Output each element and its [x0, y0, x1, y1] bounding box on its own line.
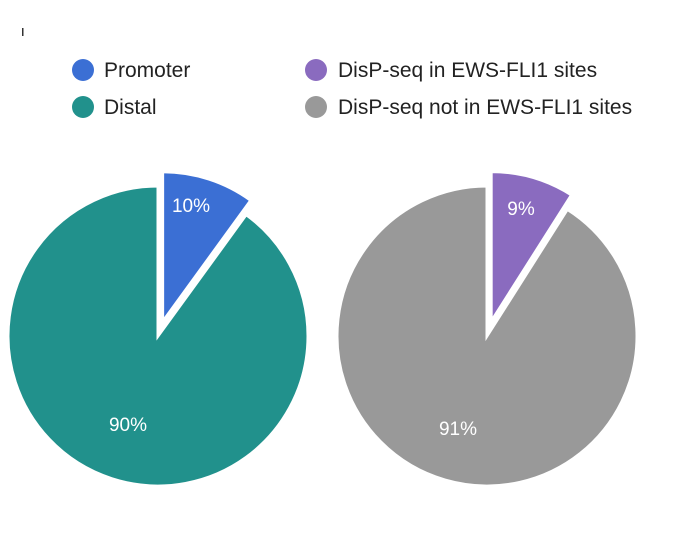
- legend-label-1-1: DisP-seq not in EWS-FLI1 sites: [338, 96, 632, 119]
- tick-mark: [22, 28, 24, 36]
- legend-label-0-0: Promoter: [104, 59, 190, 82]
- legend-label-1-0: DisP-seq in EWS-FLI1 sites: [338, 59, 597, 82]
- legend-label-0-1: Distal: [104, 96, 157, 119]
- data-label-1-1: 91%: [439, 419, 477, 440]
- pie-slice-0-0: [161, 170, 253, 327]
- legend: Promoter Distal DisP-seq in EWS-FLI1 sites…: [72, 59, 632, 119]
- pie-charts: 10% 90% 9% 91%: [6, 170, 639, 488]
- legend-swatch-1-0: [305, 59, 327, 81]
- legend-swatch-1-1: [305, 96, 327, 118]
- data-label-0-1: 90%: [109, 415, 147, 436]
- data-label-0-0: 10%: [172, 196, 210, 217]
- pie-slice-1-1: [335, 184, 639, 488]
- legend-swatch-0-0: [72, 59, 94, 81]
- legend-swatch-0-1: [72, 96, 94, 118]
- data-label-1-0: 9%: [507, 199, 535, 220]
- pie-slice-1-0: [489, 170, 574, 327]
- pie-slice-0-1: [6, 184, 310, 488]
